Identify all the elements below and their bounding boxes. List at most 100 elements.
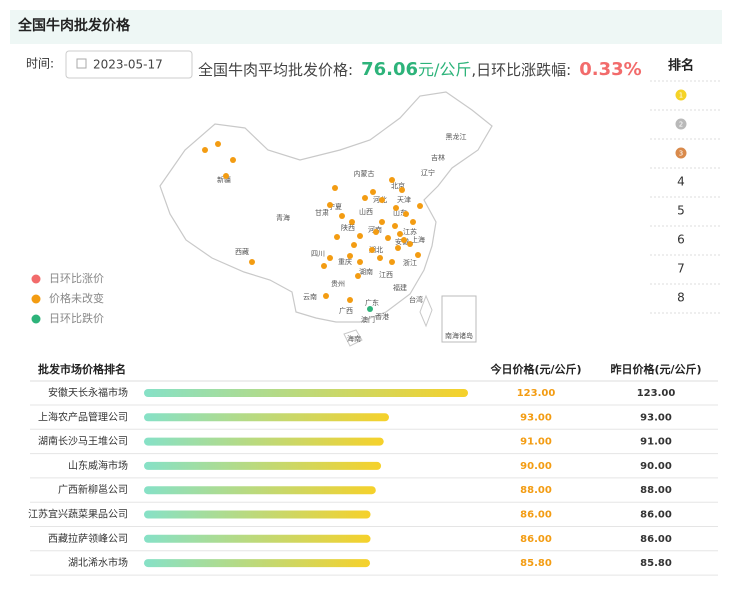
- market-dot: [202, 147, 208, 153]
- region-label: 海南: [347, 334, 361, 343]
- region-label: 云南: [303, 292, 317, 301]
- medal: [674, 146, 688, 160]
- region-label: 重庆: [338, 257, 352, 266]
- market-dot: [369, 247, 375, 253]
- today-price: 91.00: [520, 437, 552, 448]
- market-dot: [415, 252, 421, 258]
- market-name: 广西新柳邕公司: [58, 483, 128, 496]
- region-label: 湖北: [369, 245, 383, 254]
- market-dot: [339, 213, 345, 219]
- region-label: 南海诸岛: [445, 331, 473, 340]
- market-dot: [403, 211, 409, 217]
- market-dot: [321, 263, 327, 269]
- bar: [144, 413, 389, 422]
- market-dot: [389, 259, 395, 265]
- legend-dot: [31, 294, 41, 304]
- medal: [674, 88, 688, 102]
- region-label: 上海: [411, 235, 425, 244]
- market-dot: [215, 141, 221, 147]
- yesterday-price: 93.00: [640, 412, 672, 423]
- market-dot: [351, 242, 357, 248]
- south-sea-box: [441, 295, 477, 343]
- change-value: 0.33%: [579, 59, 641, 80]
- yesterday-price: 90.00: [640, 461, 672, 472]
- today-price: 88.00: [520, 485, 552, 496]
- market-dot: [399, 187, 405, 193]
- region-label: 澳门: [361, 315, 375, 324]
- rank-number: 1: [679, 92, 683, 100]
- region-label: 西藏: [235, 247, 249, 256]
- summary: 全国牛肉平均批发价格: 76.06元/公斤,日环比涨跌幅: 0.33%: [198, 59, 642, 80]
- market-dot: [347, 297, 353, 303]
- china-outline: [159, 91, 493, 323]
- region-label: 宁夏: [328, 202, 342, 211]
- market-name: 湖北浠水市场: [68, 556, 128, 569]
- bar: [144, 437, 384, 446]
- market-dot: [323, 293, 329, 299]
- market-dot: [367, 306, 373, 312]
- table-header: 昨日价格(元/公斤): [610, 362, 701, 376]
- region-label: 贵州: [331, 279, 345, 288]
- market-dot: [362, 195, 368, 201]
- calendar-icon: [76, 58, 87, 69]
- today-price: 90.00: [520, 461, 552, 472]
- rank-number: 6: [677, 233, 685, 247]
- market-dot: [370, 189, 376, 195]
- rank-number: 2: [679, 121, 683, 129]
- market-dot: [249, 259, 255, 265]
- region-label: 广东: [365, 298, 379, 307]
- market-dot: [355, 273, 361, 279]
- today-price: 93.00: [520, 412, 552, 423]
- legend-label: 价格未改变: [49, 291, 104, 305]
- page-title: 全国牛肉批发价格: [17, 17, 131, 34]
- region-label: 北京: [391, 181, 405, 190]
- region-label: 四川: [311, 250, 325, 258]
- bar: [144, 510, 371, 519]
- region-label: 辽宁: [421, 168, 435, 177]
- yesterday-price: 86.00: [640, 510, 672, 521]
- market-dot: [327, 202, 333, 208]
- region-label: 吉林: [431, 153, 445, 162]
- market-dot: [397, 231, 403, 237]
- yesterday-price: 123.00: [637, 388, 676, 399]
- rank-number: 5: [677, 204, 685, 218]
- bar: [144, 559, 371, 568]
- region-label: 江西: [379, 271, 393, 279]
- market-name: 西藏拉萨领峰公司: [48, 532, 128, 545]
- market-dot: [392, 223, 398, 229]
- market-dot: [401, 237, 407, 243]
- region-label: 甘肃: [315, 208, 329, 217]
- header-bar: [10, 10, 722, 44]
- legend-dot: [31, 274, 41, 284]
- rank-number: 4: [677, 175, 685, 189]
- region-label: 山西: [359, 207, 373, 216]
- market-dot: [379, 219, 385, 225]
- yesterday-price: 85.80: [640, 558, 672, 569]
- medal: [674, 117, 688, 131]
- market-dot: [357, 233, 363, 239]
- market-dot: [349, 219, 355, 225]
- region-label: 天津: [397, 196, 411, 204]
- rank-number: 3: [679, 150, 683, 158]
- market-dot: [393, 205, 399, 211]
- market-name: 上海农产品管理公司: [38, 410, 128, 423]
- region-label: 湖南: [359, 267, 373, 276]
- legend-label: 日环比跌价: [49, 311, 104, 325]
- market-dot: [407, 241, 413, 247]
- region-label: 新疆: [217, 175, 231, 184]
- region-label: 台湾: [409, 295, 423, 304]
- bar: [144, 389, 468, 397]
- market-dot: [389, 177, 395, 183]
- region-label: 黑龙江: [446, 132, 467, 141]
- hainan-outline: [343, 329, 363, 347]
- rank-number: 8: [677, 291, 685, 305]
- yesterday-price: 86.00: [640, 534, 672, 545]
- market-dot: [417, 203, 423, 209]
- table-header: 今日价格(元/公斤): [489, 362, 581, 376]
- date-value: 2023-05-17: [93, 58, 163, 72]
- map-dots: [202, 141, 423, 312]
- today-price: 123.00: [517, 388, 556, 399]
- market-dot: [395, 245, 401, 251]
- date-picker[interactable]: [65, 50, 193, 79]
- market-name: 山东威海市场: [68, 459, 128, 472]
